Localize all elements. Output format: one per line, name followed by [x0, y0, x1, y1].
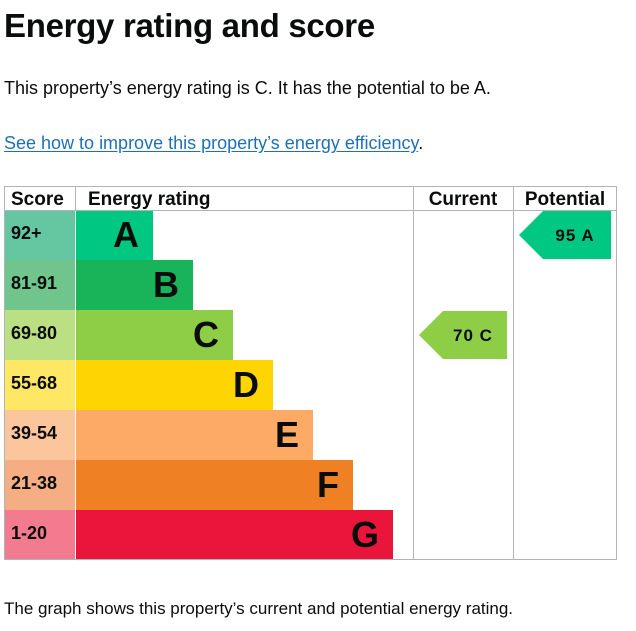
- chart-border: [4, 186, 617, 560]
- band-letter-e: E: [275, 414, 299, 455]
- score-cell-d: [4, 360, 75, 410]
- score-range-b: 81-91: [11, 273, 57, 293]
- header-score: Score: [11, 189, 64, 210]
- score-range-g: 1-20: [11, 523, 47, 543]
- score-range-c: 69-80: [11, 323, 57, 343]
- rating-summary: This property’s energy rating is C. It h…: [4, 78, 491, 98]
- header-current: Current: [429, 189, 498, 210]
- current-rating-label: 70 C: [453, 326, 493, 345]
- score-cell-c: [4, 310, 75, 360]
- header-potential: Potential: [525, 189, 605, 210]
- score-range-a: 92+: [11, 223, 42, 243]
- band-letter-b: B: [153, 264, 179, 305]
- improve-link-row: See how to improve this property’s energ…: [4, 131, 423, 155]
- band-bar-g: [76, 510, 393, 560]
- score-cell-e: [4, 410, 75, 460]
- score-range-e: 39-54: [11, 423, 57, 443]
- band-bar-b: [76, 260, 193, 310]
- band-letter-c: C: [193, 314, 219, 355]
- score-cell-f: [4, 460, 75, 510]
- band-bar-c: [76, 310, 233, 360]
- score-cell-a: [4, 210, 75, 260]
- band-bar-d: [76, 360, 273, 410]
- band-bar-f: [76, 460, 353, 510]
- band-bar-a: [76, 210, 153, 260]
- score-cell-b: [4, 260, 75, 310]
- score-range-f: 21-38: [11, 473, 57, 493]
- page-title: Energy rating and score: [4, 7, 375, 44]
- score-cell-g: [4, 510, 75, 560]
- potential-rating-label: 95 A: [555, 226, 594, 245]
- band-letter-d: D: [233, 364, 259, 405]
- chart-description: The graph shows this property’s current …: [4, 599, 514, 618]
- current-rating-arrow: [419, 311, 507, 359]
- header-energy-rating: Energy rating: [88, 189, 210, 210]
- score-range-d: 55-68: [11, 373, 57, 393]
- link-suffix: .: [418, 133, 424, 153]
- band-bar-e: [76, 410, 313, 460]
- improve-efficiency-link[interactable]: See how to improve this property’s energ…: [4, 133, 419, 153]
- band-letter-a: A: [113, 214, 139, 255]
- band-letter-f: F: [317, 464, 339, 505]
- potential-rating-arrow: [519, 211, 611, 259]
- band-letter-g: G: [351, 514, 379, 555]
